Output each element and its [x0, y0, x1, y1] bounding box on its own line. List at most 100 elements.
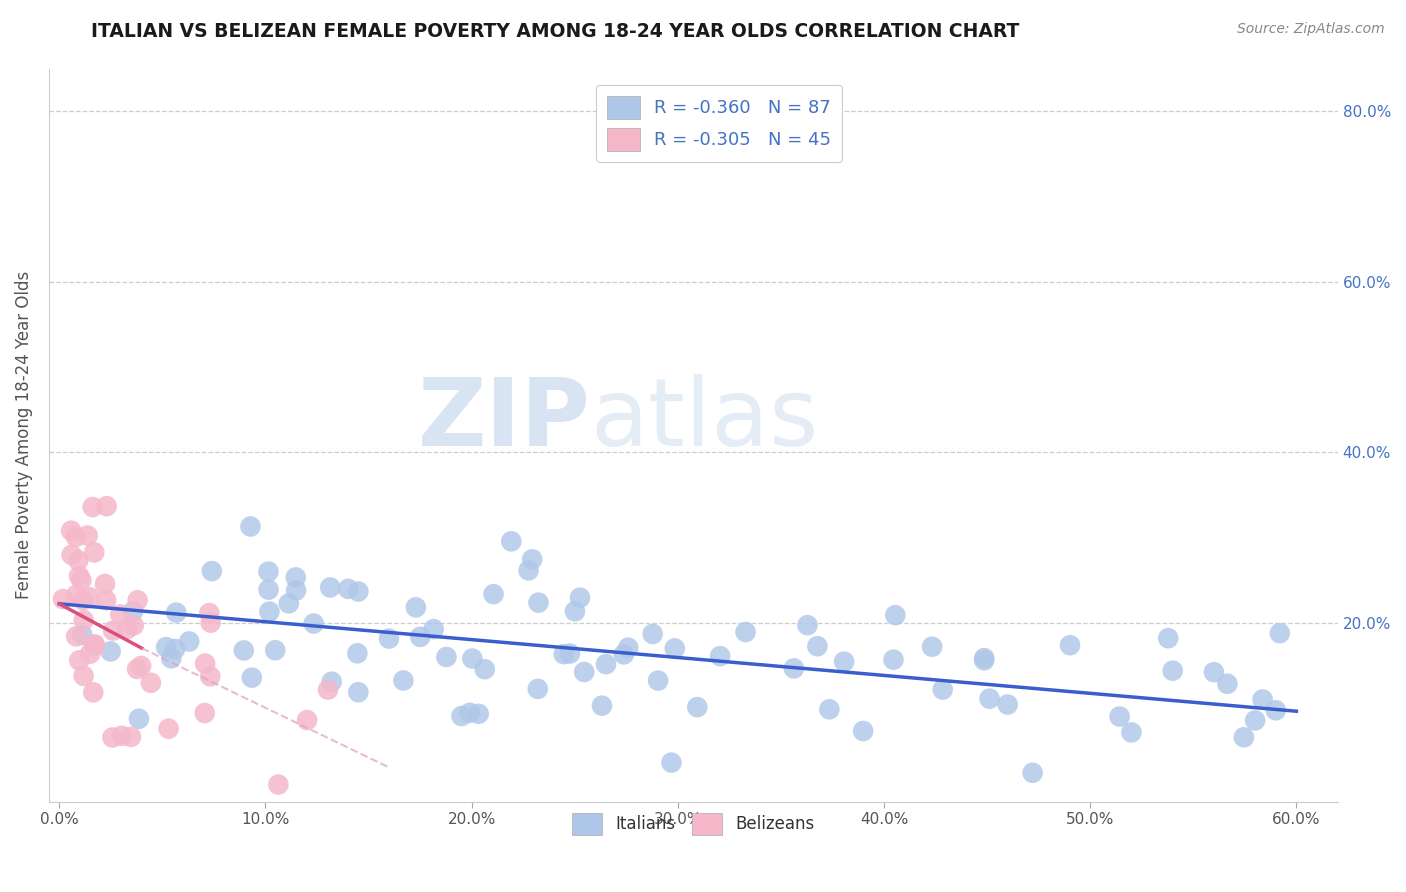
Point [321, 674, 343, 689]
Point [522, 552, 544, 566]
Point [60, 548, 83, 562]
Point [83, 639, 105, 653]
Point [921, 640, 943, 654]
Point [1264, 703, 1286, 717]
Point [194, 706, 217, 720]
Point [139, 675, 162, 690]
Point [973, 653, 995, 667]
Point [617, 640, 640, 655]
Point [122, 618, 145, 632]
Point [1108, 709, 1130, 723]
Point [422, 622, 444, 636]
Point [60, 524, 83, 538]
Point [101, 731, 124, 745]
Point [232, 643, 254, 657]
Point [1233, 731, 1256, 745]
Point [96, 499, 118, 513]
Legend: Italians, Belizeans: Italians, Belizeans [562, 803, 825, 845]
Point [127, 662, 149, 676]
Point [347, 685, 370, 699]
Point [852, 724, 875, 739]
Point [127, 593, 149, 607]
Point [67, 553, 90, 567]
Point [1202, 665, 1225, 680]
Point [128, 712, 150, 726]
Point [783, 661, 806, 675]
Point [52, 592, 75, 607]
Point [405, 600, 427, 615]
Point [160, 651, 183, 665]
Point [526, 681, 548, 696]
Point [641, 627, 664, 641]
Point [82, 685, 104, 699]
Point [122, 604, 145, 618]
Point [553, 647, 575, 661]
Text: ZIP: ZIP [418, 375, 591, 467]
Point [319, 581, 342, 595]
Point [501, 534, 523, 549]
Point [198, 606, 221, 620]
Point [200, 669, 222, 683]
Point [73, 613, 96, 627]
Point [194, 657, 217, 671]
Point [79, 647, 101, 661]
Point [295, 713, 318, 727]
Point [240, 671, 263, 685]
Point [94, 577, 117, 591]
Point [70, 574, 93, 588]
Point [1021, 765, 1043, 780]
Point [997, 698, 1019, 712]
Point [1216, 677, 1239, 691]
Point [734, 625, 756, 640]
Point [72, 669, 94, 683]
Point [277, 596, 299, 610]
Point [111, 729, 134, 743]
Point [110, 607, 132, 622]
Point [165, 606, 187, 620]
Point [1268, 626, 1291, 640]
Point [1244, 714, 1267, 728]
Point [796, 618, 818, 632]
Point [337, 582, 360, 596]
Point [257, 582, 280, 597]
Point [979, 691, 1001, 706]
Point [527, 596, 550, 610]
Point [316, 682, 339, 697]
Point [101, 624, 124, 638]
Point [709, 649, 731, 664]
Point [832, 655, 855, 669]
Point [155, 640, 177, 654]
Point [94, 593, 117, 607]
Text: ITALIAN VS BELIZEAN FEMALE POVERTY AMONG 18-24 YEAR OLDS CORRELATION CHART: ITALIAN VS BELIZEAN FEMALE POVERTY AMONG… [91, 22, 1019, 41]
Point [65, 629, 87, 643]
Point [931, 682, 953, 697]
Point [117, 622, 139, 636]
Text: atlas: atlas [591, 375, 818, 467]
Point [201, 564, 224, 578]
Point [1121, 725, 1143, 739]
Point [1161, 664, 1184, 678]
Point [72, 593, 94, 607]
Point [661, 756, 683, 770]
Point [392, 673, 415, 688]
Point [564, 604, 586, 618]
Point [1157, 631, 1180, 645]
Point [378, 632, 401, 646]
Point [1059, 638, 1081, 652]
Point [267, 778, 290, 792]
Point [467, 706, 489, 721]
Point [83, 638, 105, 652]
Point [257, 565, 280, 579]
Point [347, 584, 370, 599]
Point [83, 545, 105, 559]
Point [884, 608, 907, 623]
Point [165, 642, 187, 657]
Point [595, 657, 617, 672]
Point [72, 628, 94, 642]
Point [613, 648, 636, 662]
Point [179, 634, 201, 648]
Point [82, 500, 104, 514]
Point [517, 563, 540, 577]
Point [100, 644, 122, 658]
Point [302, 616, 325, 631]
